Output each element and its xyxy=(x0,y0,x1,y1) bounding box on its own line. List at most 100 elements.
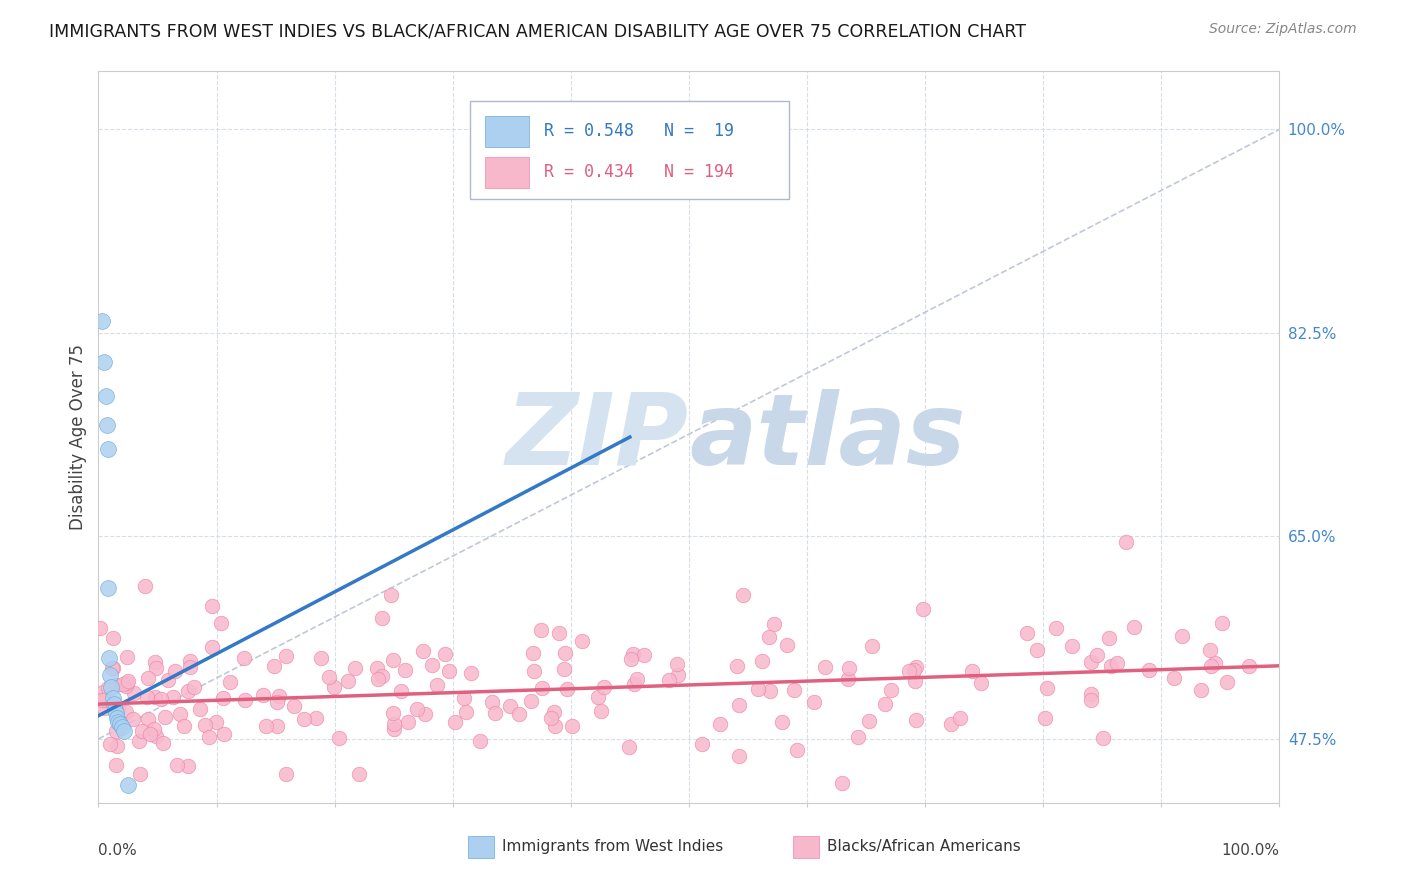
Point xyxy=(544,719,567,733)
Point xyxy=(93,354,115,368)
Point xyxy=(731,588,754,602)
Point xyxy=(194,718,217,732)
Point xyxy=(1137,663,1160,677)
Point xyxy=(136,671,159,685)
Point xyxy=(91,685,114,699)
Point xyxy=(814,660,837,674)
Point xyxy=(292,712,315,726)
FancyBboxPatch shape xyxy=(793,836,818,858)
Point xyxy=(108,716,131,731)
Point xyxy=(903,663,925,677)
Point xyxy=(163,665,186,679)
Point xyxy=(101,631,124,645)
Point xyxy=(530,623,553,637)
Point xyxy=(209,615,232,630)
Point xyxy=(897,665,920,679)
Text: R = 0.548   N =  19: R = 0.548 N = 19 xyxy=(544,122,734,140)
Point xyxy=(444,714,467,729)
Point xyxy=(880,682,903,697)
Point xyxy=(205,714,228,729)
Text: atlas: atlas xyxy=(689,389,966,485)
Text: 100.0%: 100.0% xyxy=(1222,843,1279,858)
Point xyxy=(100,661,122,675)
Point xyxy=(508,706,530,721)
Point xyxy=(97,442,120,456)
Point xyxy=(860,639,883,653)
Point xyxy=(98,650,121,665)
Point xyxy=(266,718,288,732)
Point xyxy=(233,692,256,706)
Text: R = 0.434   N = 194: R = 0.434 N = 194 xyxy=(544,163,734,181)
Point xyxy=(846,731,869,745)
Point xyxy=(412,643,434,657)
Point xyxy=(770,715,793,730)
Point xyxy=(115,650,138,665)
Point xyxy=(90,692,112,706)
Point xyxy=(1171,629,1194,643)
Point xyxy=(426,678,449,692)
Point xyxy=(751,654,773,668)
Point xyxy=(439,665,461,679)
Point xyxy=(101,691,124,706)
Point xyxy=(134,579,156,593)
Point xyxy=(727,749,749,764)
Point xyxy=(103,701,125,715)
Point xyxy=(1080,655,1102,669)
Point xyxy=(540,711,562,725)
Point xyxy=(571,634,593,648)
Point xyxy=(633,648,655,662)
Point xyxy=(266,696,288,710)
Point xyxy=(371,668,394,682)
Point xyxy=(382,706,405,721)
Point xyxy=(337,674,360,689)
Point xyxy=(1211,615,1233,630)
Point xyxy=(481,695,503,709)
Point xyxy=(97,581,120,595)
FancyBboxPatch shape xyxy=(471,101,789,200)
Point xyxy=(143,722,166,736)
Point xyxy=(1204,656,1226,670)
Point xyxy=(786,743,808,757)
Point xyxy=(1080,687,1102,701)
Point xyxy=(553,662,575,676)
Point xyxy=(621,647,644,661)
Point xyxy=(212,691,235,706)
Point xyxy=(366,661,388,675)
Point xyxy=(274,648,297,663)
FancyBboxPatch shape xyxy=(485,116,530,146)
Point xyxy=(111,720,134,734)
Point xyxy=(759,684,782,698)
Point xyxy=(104,758,127,772)
Point xyxy=(969,676,991,690)
Point xyxy=(322,680,344,694)
Point xyxy=(382,652,405,666)
Point xyxy=(93,693,115,707)
Point xyxy=(136,690,159,704)
Point xyxy=(911,602,934,616)
Point xyxy=(115,679,138,693)
FancyBboxPatch shape xyxy=(468,836,494,858)
Point xyxy=(522,646,544,660)
Point xyxy=(763,617,786,632)
Point xyxy=(1092,731,1115,745)
Point xyxy=(274,766,297,780)
Point xyxy=(589,704,612,718)
Point xyxy=(422,658,444,673)
Point xyxy=(212,727,235,741)
Point xyxy=(122,686,145,700)
Point xyxy=(179,660,201,674)
Point xyxy=(1080,693,1102,707)
Point xyxy=(658,673,681,687)
Point xyxy=(89,622,111,636)
Point xyxy=(101,660,124,674)
Point xyxy=(1098,631,1121,645)
Point xyxy=(1025,642,1047,657)
Point xyxy=(1199,659,1222,673)
Point xyxy=(98,737,121,751)
Point xyxy=(1062,640,1084,654)
Point xyxy=(949,711,972,725)
Point xyxy=(803,695,825,709)
FancyBboxPatch shape xyxy=(485,157,530,187)
Point xyxy=(367,672,389,686)
Point xyxy=(1239,659,1261,673)
